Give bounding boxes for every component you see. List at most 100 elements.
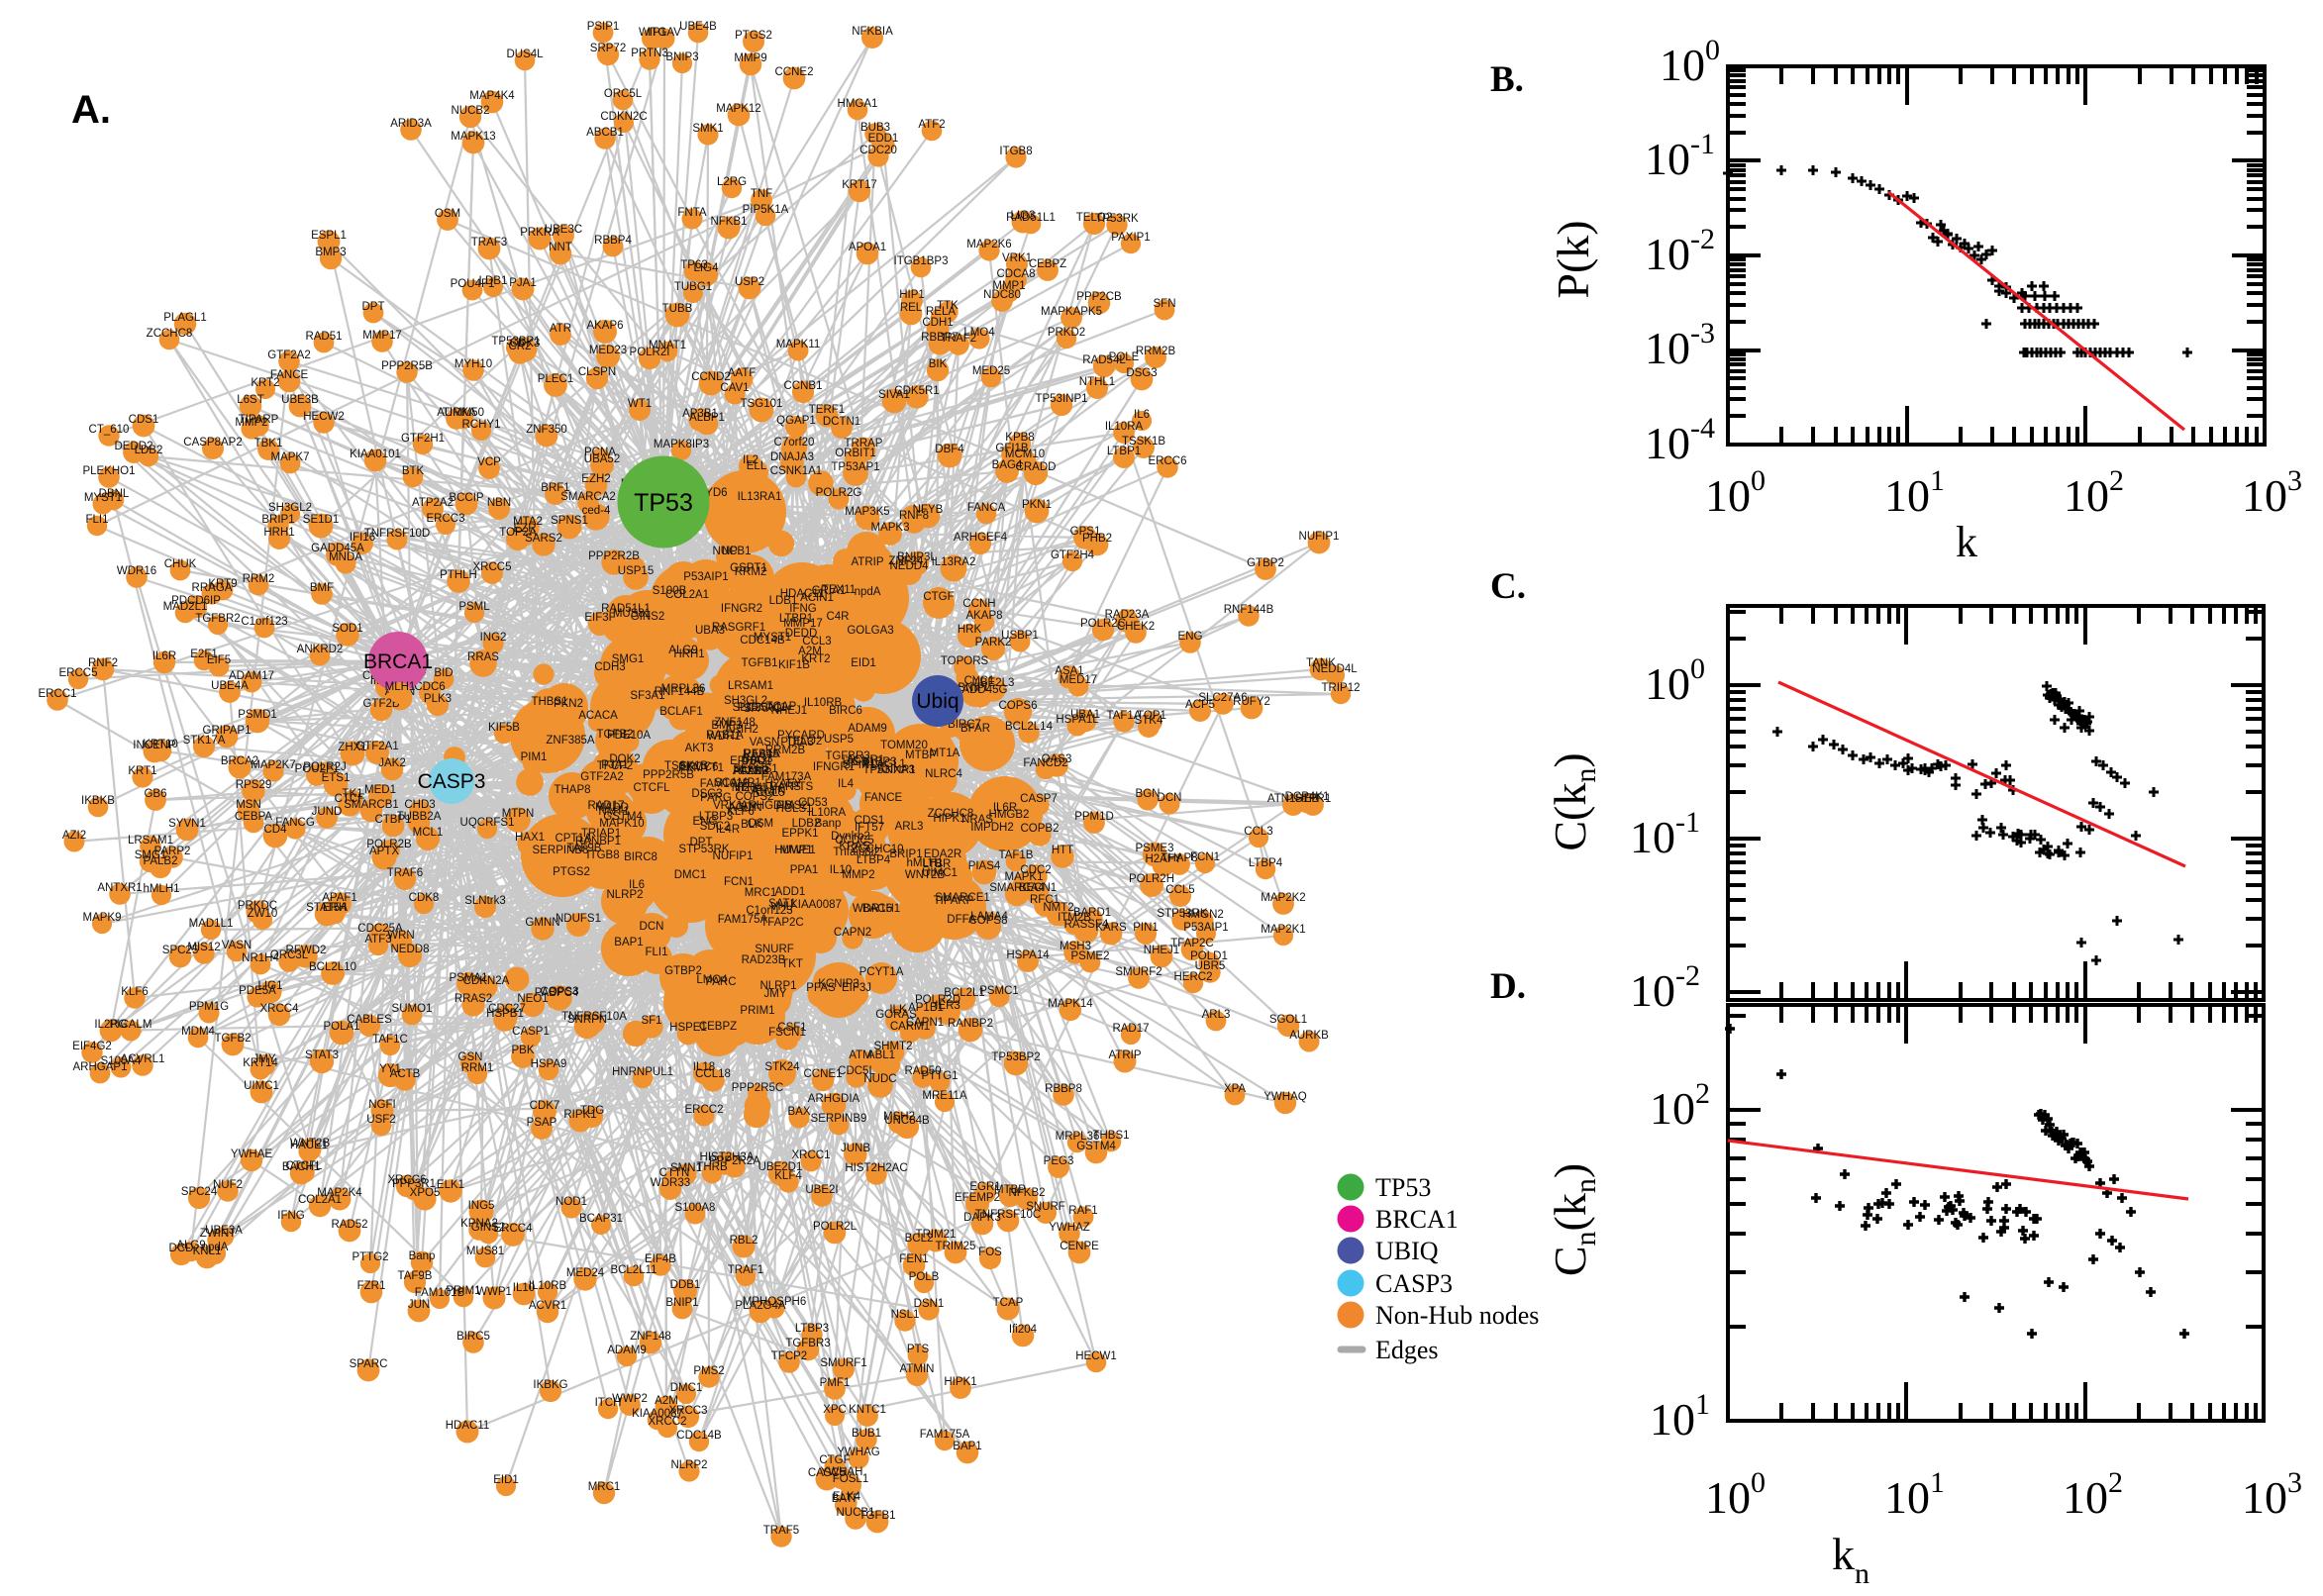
svg-text:PPP3R1: PPP3R1 [392, 1178, 436, 1190]
svg-text:TIPARP: TIPARP [934, 895, 974, 907]
svg-text:CDC14B: CDC14B [740, 635, 785, 647]
svg-text:IFNG: IFNG [277, 1210, 305, 1222]
svg-text:PKN1: PKN1 [1022, 499, 1052, 511]
svg-text:ARID3A: ARID3A [390, 118, 432, 130]
svg-text:BECN1: BECN1 [1019, 882, 1057, 894]
svg-text:EDD1: EDD1 [868, 133, 899, 145]
svg-text:SDC2: SDC2 [700, 821, 731, 833]
svg-text:RAD52: RAD52 [331, 1219, 367, 1231]
svg-text:TCAP: TCAP [766, 701, 797, 713]
svg-text:BCLAF1: BCLAF1 [659, 706, 702, 718]
svg-text:LRSAM1: LRSAM1 [728, 680, 773, 692]
svg-text:CENPE: CENPE [1060, 1241, 1099, 1252]
svg-text:IL6: IL6 [629, 879, 645, 891]
svg-text:BIRC6: BIRC6 [829, 705, 862, 717]
svg-text:SCAMP1: SCAMP1 [714, 777, 760, 789]
svg-text:SPARC: SPARC [744, 703, 782, 715]
svg-text:CLSPN: CLSPN [578, 366, 616, 378]
svg-text:THBS1: THBS1 [531, 696, 567, 708]
svg-text:CARM1: CARM1 [890, 1021, 930, 1033]
svg-text:CASC5: CASC5 [808, 1467, 846, 1479]
svg-text:NEDD4: NEDD4 [890, 560, 930, 572]
svg-text:IL4: IL4 [838, 778, 855, 790]
svg-text:KIAA0087: KIAA0087 [632, 1408, 683, 1420]
svg-text:ATN1HEB: ATN1HEB [1267, 793, 1320, 805]
svg-text:XRCC6: XRCC6 [388, 1174, 427, 1186]
svg-text:AURKA: AURKA [437, 407, 476, 419]
svg-text:LIG3: LIG3 [1011, 210, 1036, 222]
svg-text:MAP2K7: MAP2K7 [251, 759, 295, 771]
svg-text:ABCB1: ABCB1 [586, 127, 624, 139]
svg-text:UBE3B: UBE3B [281, 394, 319, 406]
svg-text:MAP2K4: MAP2K4 [317, 1187, 362, 1199]
svg-text:TFCP2: TFCP2 [597, 760, 633, 772]
svg-text:EPHA3: EPHA3 [730, 755, 767, 767]
svg-text:CABLES: CABLES [347, 1014, 392, 1026]
svg-text:C1orf123: C1orf123 [241, 616, 287, 628]
svg-text:BACH1: BACH1 [862, 903, 900, 915]
svg-text:CDH1: CDH1 [922, 317, 953, 329]
svg-text:LTBP3: LTBP3 [795, 1323, 829, 1335]
svg-text:RBBP8: RBBP8 [1045, 1083, 1082, 1095]
svg-text:TNFRSF10D: TNFRSF10D [364, 528, 430, 540]
svg-text:MUS81: MUS81 [466, 1246, 504, 1257]
svg-text:DAPK3: DAPK3 [963, 1212, 1001, 1224]
svg-text:KLF6: KLF6 [727, 806, 755, 818]
svg-text:OSM: OSM [435, 208, 460, 220]
svg-text:TGFBR2: TGFBR2 [195, 613, 240, 625]
svg-text:COPS2: COPS2 [736, 791, 774, 803]
svg-text:CCL18: CCL18 [695, 1068, 731, 1080]
svg-text:HTT: HTT [1052, 845, 1073, 856]
svg-text:PSIP1: PSIP1 [587, 21, 620, 33]
svg-text:LRSAM1: LRSAM1 [128, 835, 173, 847]
svg-text:hMLH1: hMLH1 [143, 883, 179, 895]
svg-text:102: 102 [2064, 464, 2124, 521]
svg-text:hMLH1: hMLH1 [906, 857, 943, 869]
svg-text:CT_610: CT_610 [89, 424, 130, 436]
svg-text:DEDD2: DEDD2 [115, 441, 153, 452]
svg-text:GORAS: GORAS [875, 1009, 917, 1021]
svg-text:FZR1: FZR1 [357, 1280, 386, 1292]
svg-text:KLF4: KLF4 [774, 1170, 802, 1182]
svg-text:BRIP1: BRIP1 [261, 514, 294, 526]
svg-text:RUFY2: RUFY2 [1233, 696, 1270, 708]
svg-text:UBA1: UBA1 [1070, 709, 1100, 721]
svg-text:CASP1: CASP1 [512, 1026, 550, 1038]
svg-text:TNFRSF10C: TNFRSF10C [975, 1209, 1041, 1221]
svg-text:ENG: ENG [693, 816, 718, 828]
svg-text:KRT17: KRT17 [842, 179, 877, 191]
svg-text:LDB2: LDB2 [792, 818, 821, 830]
svg-text:ZCCHC8: ZCCHC8 [147, 328, 193, 340]
svg-text:RRM2: RRM2 [735, 566, 767, 578]
svg-text:HMGN2: HMGN2 [1182, 909, 1224, 921]
svg-text:HNRNPUL1: HNRNPUL1 [612, 1066, 673, 1078]
svg-text:SLC25A11: SLC25A11 [733, 702, 787, 714]
svg-text:ZHX1: ZHX1 [338, 742, 366, 753]
svg-text:CDC27: CDC27 [488, 1003, 526, 1015]
svg-text:PIM1: PIM1 [521, 751, 548, 763]
svg-text:POLR2B: POLR2B [366, 839, 412, 850]
svg-text:CCL3: CCL3 [802, 636, 831, 648]
svg-text:PKMYT1: PKMYT1 [678, 762, 724, 774]
svg-text:RRM1: RRM1 [461, 1062, 494, 1074]
svg-text:MED24: MED24 [566, 1267, 605, 1279]
svg-text:LTBP1: LTBP1 [779, 613, 813, 625]
svg-text:IL10: IL10 [513, 1282, 535, 1294]
svg-text:THBS1: THBS1 [1092, 1130, 1129, 1142]
svg-text:PLEC1: PLEC1 [538, 373, 573, 385]
svg-text:CCL5: CCL5 [1165, 884, 1194, 896]
svg-text:LDB1: LDB1 [479, 275, 508, 287]
svg-text:SERPINB8: SERPINB8 [533, 845, 589, 856]
svg-text:RBBP7: RBBP7 [921, 332, 959, 344]
svg-text:ATF3: ATF3 [364, 934, 391, 946]
svg-text:EZH2: EZH2 [581, 473, 610, 485]
svg-text:IFT57: IFT57 [855, 822, 884, 834]
svg-text:VASN: VASN [222, 940, 252, 951]
svg-text:PTGS2: PTGS2 [735, 30, 772, 42]
svg-text:GINS2: GINS2 [631, 611, 665, 623]
svg-text:MAP2K2: MAP2K2 [1261, 892, 1305, 904]
svg-text:MAP2K6: MAP2K6 [966, 239, 1011, 250]
svg-text:GSN: GSN [458, 1051, 483, 1063]
svg-text:POLD1: POLD1 [1190, 950, 1228, 962]
svg-text:ATRIP: ATRIP [851, 556, 883, 568]
